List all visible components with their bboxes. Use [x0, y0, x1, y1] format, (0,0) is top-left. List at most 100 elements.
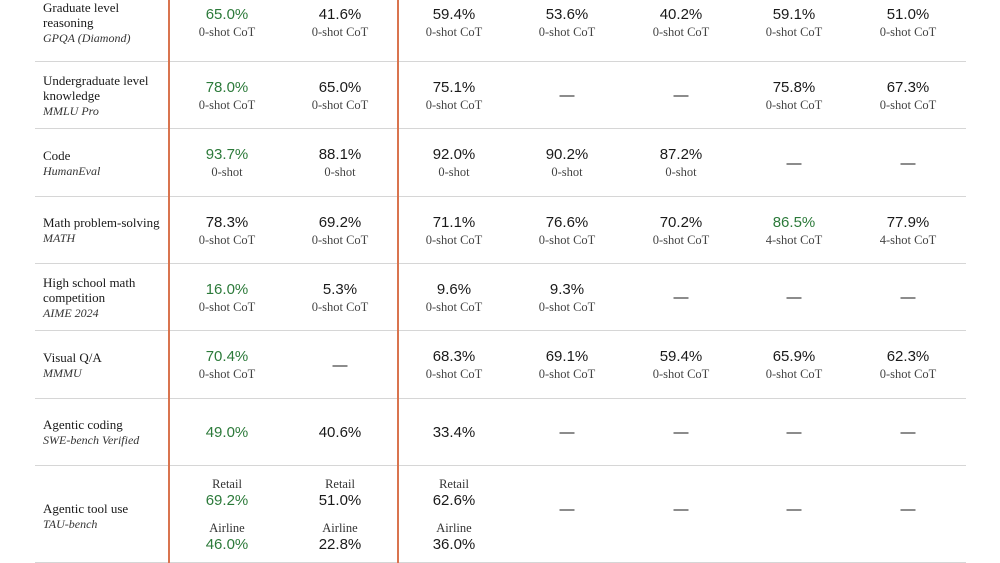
- score-cell: 65.9% 0-shot CoT: [737, 348, 851, 382]
- shot-setting: 4-shot CoT: [765, 233, 823, 247]
- shot-setting: 0-shot CoT: [652, 367, 710, 381]
- benchmark-name: AIME 2024: [43, 306, 99, 320]
- shot-setting: 4-shot CoT: [879, 233, 937, 247]
- score-cell: 59.4% 0-shot CoT: [397, 6, 511, 40]
- empty-cell: —: [559, 87, 575, 104]
- score-cell: 69.1% 0-shot CoT: [510, 348, 624, 382]
- score-value: 51.0%: [886, 6, 930, 23]
- score-value: 59.4%: [432, 6, 476, 23]
- score-value: 59.1%: [772, 6, 816, 23]
- table-row: High school math competition AIME 2024 16.…: [35, 264, 966, 331]
- score-cell: 71.1% 0-shot CoT: [397, 214, 511, 248]
- empty-cell: —: [900, 289, 916, 306]
- empty-cell: —: [786, 424, 802, 441]
- score-value: 78.0%: [205, 79, 249, 96]
- score-value: 69.2%: [205, 492, 249, 509]
- score-value: 78.3%: [205, 214, 249, 231]
- score-cell: 78.3% 0-shot CoT: [170, 214, 284, 248]
- shot-setting: 0-shot CoT: [425, 25, 483, 39]
- empty-cell: —: [786, 155, 802, 172]
- shot-setting: 0-shot CoT: [538, 367, 596, 381]
- benchmark-name: MMMU: [43, 366, 82, 380]
- score-cell: 93.7% 0-shot: [170, 146, 284, 180]
- score-value: 40.6%: [318, 424, 362, 441]
- empty-cell: —: [900, 501, 916, 518]
- shot-setting: 0-shot CoT: [879, 367, 937, 381]
- score-value: 62.6%: [432, 492, 476, 509]
- score-cell: 5.3% 0-shot CoT: [283, 281, 397, 315]
- table-row: Visual Q/A MMMU 70.4% 0-shot CoT — 68.3% 0-sho…: [35, 331, 966, 399]
- metric-name: Agentic coding: [43, 417, 123, 432]
- shot-setting: 0-shot CoT: [538, 233, 596, 247]
- benchmark-name: TAU-bench: [43, 517, 98, 531]
- score-cell: 75.8% 0-shot CoT: [737, 79, 851, 113]
- table-row: Agentic coding SWE-bench Verified 49.0% 40.…: [35, 399, 966, 466]
- score-value: 68.3%: [432, 348, 476, 365]
- category-label: Airline: [209, 521, 245, 535]
- score-value: 92.0%: [432, 146, 476, 163]
- score-cell: 9.3% 0-shot CoT: [510, 281, 624, 315]
- row-label: Agentic coding SWE-bench Verified: [43, 417, 163, 448]
- score-value: 69.2%: [318, 214, 362, 231]
- score-value: 41.6%: [318, 6, 362, 23]
- score-cell: 69.2% 0-shot CoT: [283, 214, 397, 248]
- empty-cell: —: [559, 424, 575, 441]
- category-label: Airline: [322, 521, 358, 535]
- score-cell: 78.0% 0-shot CoT: [170, 79, 284, 113]
- score-cell: Retail 51.0% Airline 22.8%: [283, 476, 397, 554]
- benchmark-table: Graduate level reasoning GPQA (Diamond) 65…: [35, 0, 966, 563]
- metric-name: Math problem-solving: [43, 215, 160, 230]
- score-cell: 49.0%: [170, 424, 284, 442]
- score-value: 53.6%: [545, 6, 589, 23]
- score-cell: Retail 69.2% Airline 46.0%: [170, 476, 284, 554]
- shot-setting: 0-shot CoT: [652, 25, 710, 39]
- score-cell: 62.3% 0-shot CoT: [851, 348, 965, 382]
- score-cell: 40.6%: [283, 424, 397, 442]
- score-cell: 76.6% 0-shot CoT: [510, 214, 624, 248]
- score-cell: 9.6% 0-shot CoT: [397, 281, 511, 315]
- score-value: 65.0%: [205, 6, 249, 23]
- shot-setting: 0-shot CoT: [538, 25, 596, 39]
- empty-cell: —: [673, 87, 689, 104]
- metric-name: Graduate level reasoning: [43, 0, 120, 30]
- score-value: 16.0%: [205, 281, 249, 298]
- score-value: 75.1%: [432, 79, 476, 96]
- shot-setting: 0-shot CoT: [198, 300, 256, 314]
- score-value: 75.8%: [772, 79, 816, 96]
- score-value: 87.2%: [659, 146, 703, 163]
- score-value: 9.6%: [436, 281, 472, 298]
- shot-setting: 0-shot CoT: [425, 300, 483, 314]
- metric-name: Code: [43, 148, 71, 163]
- score-value: 90.2%: [545, 146, 589, 163]
- score-cell: 59.4% 0-shot CoT: [624, 348, 738, 382]
- score-value: 86.5%: [772, 214, 816, 231]
- score-value: 59.4%: [659, 348, 703, 365]
- score-cell: 90.2% 0-shot: [510, 146, 624, 180]
- shot-setting: 0-shot CoT: [198, 25, 256, 39]
- score-cell: 33.4%: [397, 424, 511, 442]
- row-label: High school math competition AIME 2024: [43, 275, 163, 321]
- shot-setting: 0-shot CoT: [425, 233, 483, 247]
- shot-setting: 0-shot: [551, 165, 583, 179]
- score-value: 46.0%: [205, 536, 249, 553]
- shot-setting: 0-shot CoT: [765, 367, 823, 381]
- score-value: 51.0%: [318, 492, 362, 509]
- benchmark-name: GPQA (Diamond): [43, 31, 131, 45]
- table-row: Agentic tool use TAU-bench Retail 69.2% Airl…: [35, 466, 966, 563]
- empty-cell: —: [332, 357, 348, 374]
- shot-setting: 0-shot CoT: [652, 233, 710, 247]
- score-value: 67.3%: [886, 79, 930, 96]
- score-cell: 77.9% 4-shot CoT: [851, 214, 965, 248]
- shot-setting: 0-shot CoT: [538, 300, 596, 314]
- score-value: 71.1%: [432, 214, 476, 231]
- score-value: 77.9%: [886, 214, 930, 231]
- empty-cell: —: [673, 501, 689, 518]
- score-value: 76.6%: [545, 214, 589, 231]
- score-value: 22.8%: [318, 536, 362, 553]
- score-cell: 67.3% 0-shot CoT: [851, 79, 965, 113]
- table-row: Math problem-solving MATH 78.3% 0-shot CoT 6…: [35, 197, 966, 264]
- empty-cell: —: [786, 289, 802, 306]
- score-cell: 16.0% 0-shot CoT: [170, 281, 284, 315]
- score-cell: 68.3% 0-shot CoT: [397, 348, 511, 382]
- category-label: Retail: [212, 477, 242, 491]
